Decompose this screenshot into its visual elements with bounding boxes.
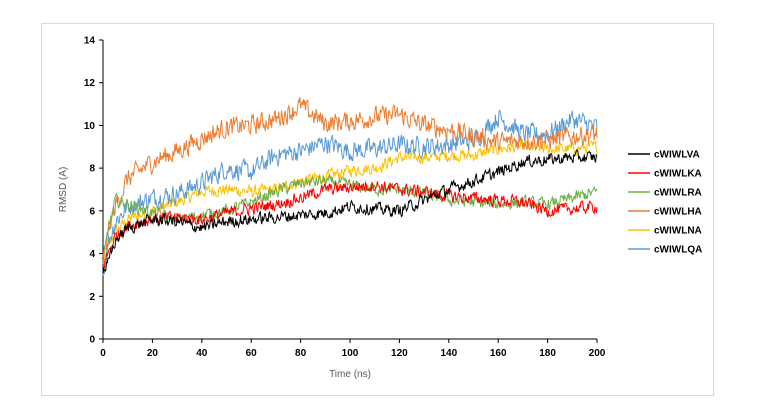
x-tick-label: 120 <box>391 348 408 359</box>
series-line-cwiwlha <box>102 97 598 257</box>
x-tick-label: 0 <box>100 348 106 359</box>
series-lines <box>102 97 598 276</box>
series-line-cwiwlka <box>102 180 598 269</box>
x-tick-label: 140 <box>440 348 457 359</box>
chart-frame: 0 2 4 6 8 10 12 14 0 20 40 60 80 100 120 140 160 180 200 T… <box>41 23 714 396</box>
x-tick-label: 80 <box>295 348 307 359</box>
legend-label: cWIWLQA <box>654 245 702 256</box>
x-tick-label: 200 <box>589 348 606 359</box>
y-tick-label: 0 <box>89 335 95 346</box>
y-tick-label: 14 <box>84 36 96 47</box>
legend-label: cWIWLKA <box>654 169 702 180</box>
x-tick-label: 60 <box>246 348 258 359</box>
series-line-cwiwlna <box>102 139 598 266</box>
legend-label: cWIWLNA <box>654 226 702 237</box>
x-tick-label: 100 <box>342 348 359 359</box>
series-line-cwiwlqa <box>102 109 598 276</box>
x-axis-label: Time (ns) <box>329 369 371 380</box>
x-tick-label: 40 <box>196 348 208 359</box>
y-tick-label: 10 <box>84 121 96 132</box>
legend-label: cWIWLRA <box>654 188 702 199</box>
legend-label: cWIWLHA <box>654 207 702 218</box>
axes <box>99 39 598 343</box>
series-line-cwiwlva <box>102 149 598 274</box>
y-axis-label: RMSD (A) <box>58 167 69 213</box>
y-tick-label: 12 <box>84 78 96 89</box>
y-tick-label: 6 <box>89 206 95 217</box>
legend: cWIWLVA cWIWLKA cWIWLRA cWIWLHA cWIWLNA cWIWL… <box>628 150 702 256</box>
x-tick-label: 20 <box>147 348 159 359</box>
y-tick-label: 4 <box>89 249 95 260</box>
x-tick-label: 160 <box>490 348 507 359</box>
y-tick-label: 8 <box>89 164 95 175</box>
x-tick-label: 180 <box>539 348 556 359</box>
legend-label: cWIWLVA <box>654 150 700 161</box>
y-tick-label: 2 <box>89 292 95 303</box>
